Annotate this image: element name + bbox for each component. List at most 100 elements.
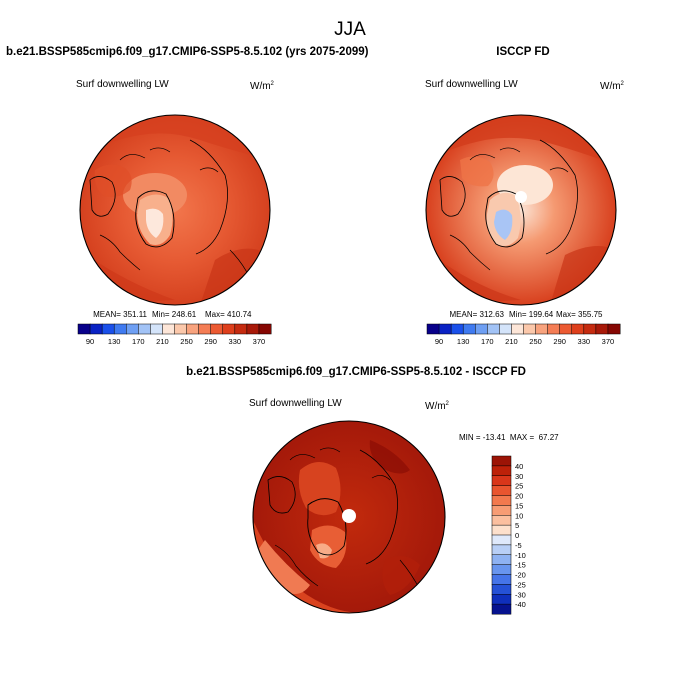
- panel-obs-colorbar-tick-label: 290: [553, 337, 566, 346]
- panel-diff-colorbar-swatch: [491, 554, 512, 566]
- panel-diff-colorbar-tick-label: -5: [515, 541, 522, 550]
- panel-obs-colorbar-swatch: [595, 323, 609, 335]
- panel-diff-colorbar-swatch: [491, 515, 512, 526]
- panel-model-colorbar-swatch: [101, 323, 115, 335]
- panel-obs-colorbar-swatch: [511, 323, 524, 335]
- panel-diff-colorbar-tick-label: 30: [515, 472, 523, 481]
- panel-model-colorbar-tick-label: 330: [229, 337, 242, 346]
- panel-diff-colorbar-tick-label: -30: [515, 590, 526, 599]
- panel-obs-title: ISCCP FD: [496, 46, 549, 58]
- panel-diff-colorbar-tick-label: 25: [515, 482, 523, 491]
- panel-diff: b.e21.BSSP585cmip6.f09_g17.CMIP6-SSP5-8.…: [186, 366, 559, 615]
- panel-diff-colorbar-swatch: [491, 594, 512, 605]
- panel-obs-colorbar-swatch: [523, 323, 537, 335]
- panel-diff-colorbar-tick-label: -25: [515, 580, 526, 589]
- panel-model-map: [80, 115, 270, 305]
- panel-model-colorbar-swatch: [77, 323, 91, 335]
- panel-diff-colorbar-swatch: [491, 544, 512, 556]
- panel-obs-colorbar-tick-label: 170: [481, 337, 494, 346]
- panel-model-colorbar-swatch: [113, 323, 127, 335]
- panel-obs-min: Min= 199.64: [509, 310, 554, 319]
- panel-model-colorbar-tick-label: 210: [156, 337, 169, 346]
- season-title: JJA: [334, 19, 366, 40]
- panel-model-colorbar: 90 130 170 210 250 290 330 370: [77, 323, 272, 346]
- panel-diff-title: b.e21.BSSP585cmip6.f09_g17.CMIP6-SSP5-8.…: [186, 366, 526, 378]
- panel-model-colorbar-swatch: [89, 323, 103, 335]
- panel-diff-colorbar-swatch: [491, 495, 512, 506]
- panel-diff-colorbar-tick-label: 15: [515, 501, 523, 510]
- panel-model-colorbar-swatch: [150, 323, 163, 335]
- panel-obs-colorbar-swatch: [475, 323, 488, 335]
- panel-model-variable: Surf downwelling LW: [76, 79, 169, 90]
- panel-diff-colorbar-swatch: [491, 475, 512, 487]
- panel-obs-colorbar-tick-label: 330: [578, 337, 591, 346]
- panel-diff-colorbar-swatch: [491, 524, 512, 536]
- panel-diff-colorbar-tick-label: 5: [515, 521, 519, 530]
- panel-diff-colorbar-swatch: [491, 534, 512, 546]
- panel-model-colorbar-swatch: [162, 323, 175, 335]
- panel-obs-colorbar: 90 130 170 210 250 290 330 370: [426, 323, 621, 346]
- panel-diff-colorbar-tick-label: -40: [515, 600, 526, 609]
- panel-model-colorbar-tick-label: 170: [132, 337, 145, 346]
- panel-model-colorbar-swatch: [138, 323, 151, 335]
- panel-diff-colorbar-swatch: [491, 485, 512, 496]
- panel-obs-colorbar-swatch: [499, 323, 512, 335]
- panel-obs-colorbar-swatch: [487, 323, 500, 335]
- panel-obs-colorbar-swatch: [547, 323, 561, 335]
- panel-model-colorbar-swatch: [198, 323, 212, 335]
- panel-diff-units: W/m2: [425, 401, 450, 412]
- panel-model-units: W/m2: [250, 81, 275, 92]
- panel-diff-colorbar-tick-label: -15: [515, 561, 526, 570]
- panel-model-mean: MEAN= 351.11: [93, 310, 147, 319]
- panel-model-colorbar-tick-label: 250: [180, 337, 193, 346]
- panel-diff-colorbar-tick-label: -10: [515, 551, 526, 560]
- panel-obs-colorbar-swatch: [450, 323, 464, 335]
- panel-diff-minmax: MIN = -13.41 MAX = 67.27: [459, 433, 559, 442]
- panel-obs-mean: MEAN= 312.63: [450, 310, 505, 319]
- panel-model-colorbar-swatch: [210, 323, 224, 335]
- panel-diff-colorbar-swatch: [491, 465, 512, 477]
- panel-obs-map: [426, 115, 616, 305]
- panel-diff-colorbar-tick-label: -20: [515, 571, 526, 580]
- panel-obs-variable: Surf downwelling LW: [425, 79, 518, 90]
- panel-diff-variable: Surf downwelling LW: [249, 398, 342, 409]
- panel-obs-colorbar-swatch: [607, 323, 621, 335]
- panel-model-colorbar-swatch: [126, 323, 139, 335]
- panel-obs-colorbar-swatch: [438, 323, 452, 335]
- panel-diff-map: [253, 421, 445, 613]
- panel-diff-colorbar-swatch: [491, 505, 512, 516]
- panel-obs-colorbar-tick-label: 370: [602, 337, 615, 346]
- panel-obs-colorbar-tick-label: 210: [505, 337, 518, 346]
- panel-diff-colorbar-swatch: [491, 584, 512, 595]
- panel-model-title: b.e21.BSSP585cmip6.f09_g17.CMIP6-SSP5-8.…: [6, 46, 369, 58]
- panel-obs-colorbar-swatch: [535, 323, 549, 335]
- panel-obs-colorbar-swatch: [571, 323, 585, 335]
- panel-obs-colorbar-tick-label: 90: [435, 337, 443, 346]
- panel-obs-max: Max= 355.75: [556, 310, 603, 319]
- panel-obs-colorbar-swatch: [559, 323, 573, 335]
- panel-model-colorbar-swatch: [234, 323, 248, 335]
- panel-obs-colorbar-tick-label: 250: [529, 337, 542, 346]
- panel-diff-colorbar-swatch: [491, 564, 512, 575]
- panel-model-colorbar-tick-label: 90: [86, 337, 94, 346]
- panel-obs-colorbar-swatch: [462, 323, 476, 335]
- panel-diff-colorbar-swatch: [491, 603, 512, 615]
- panel-obs-units: W/m2: [600, 81, 625, 92]
- panel-diff-colorbar-tick-label: 0: [515, 531, 519, 540]
- panel-diff-colorbar-swatch: [491, 574, 512, 585]
- panel-model-colorbar-tick-label: 130: [108, 337, 121, 346]
- panel-model-colorbar-swatch: [174, 323, 188, 335]
- panel-model-colorbar-swatch: [246, 323, 260, 335]
- panel-obs-colorbar-swatch: [583, 323, 597, 335]
- panel-diff-colorbar-tick-label: 10: [515, 511, 523, 520]
- panel-model-colorbar-swatch: [222, 323, 236, 335]
- panel-model-colorbar-tick-label: 290: [204, 337, 217, 346]
- panel-model-min: Min= 248.61: [152, 310, 197, 319]
- panel-model-colorbar-tick-label: 370: [253, 337, 266, 346]
- panel-diff-colorbar-swatch: [491, 455, 512, 467]
- panel-obs-colorbar-swatch: [426, 323, 440, 335]
- panel-model-max: Max= 410.74: [205, 310, 252, 319]
- panel-model-colorbar-swatch: [258, 323, 272, 335]
